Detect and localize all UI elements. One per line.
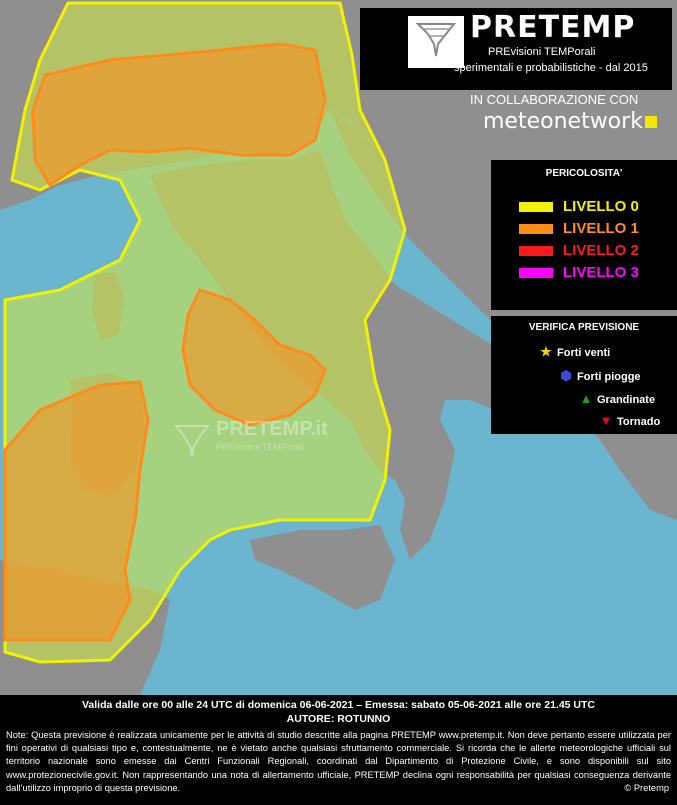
triangle-down-icon: ▼ [599, 413, 613, 428]
wind-label: Forti venti [557, 347, 611, 359]
brand-title: PRETEMP [470, 10, 636, 45]
validity-text: Valida dalle ore 00 alle 24 UTC di domen… [81, 699, 595, 711]
level-1-label: LIVELLO 1 [563, 220, 639, 237]
forecast-verification-legend: VERIFICA PREVISIONE ★ Forti venti ⬢ Forti … [491, 316, 677, 434]
verification-item-tornado: ▼ Tornado [599, 413, 661, 428]
watermark-tornado-icon [173, 425, 211, 457]
tornado-label: Tornado [617, 416, 661, 428]
verification-item-wind: ★ Forti venti [539, 344, 610, 360]
legend-title: PERICOLOSITA' [545, 168, 623, 179]
level-1-area-sardinia [3, 380, 150, 642]
rain-label: Forti piogge [577, 371, 641, 383]
collaboration-label: IN COLLABORAZIONE CON [470, 92, 639, 107]
level-1-swatch [519, 224, 553, 234]
brand-subtitle: PREvisioni TEMPorali [488, 46, 596, 58]
star-icon: ★ [540, 344, 552, 359]
partner-square-icon [644, 116, 657, 128]
copyright: © Pretemp [624, 783, 669, 793]
footer: Valida dalle ore 00 alle 24 UTC di domen… [0, 695, 677, 805]
legend-level-0: LIVELLO 0 [519, 198, 669, 215]
verification-item-hail: ▲ Grandinate [579, 391, 656, 406]
legend-level-1: LIVELLO 1 [519, 220, 669, 237]
hail-label: Grandinate [597, 394, 656, 406]
land-sicily [250, 525, 395, 610]
level-1-area-central [181, 288, 327, 427]
verification-item-rain: ⬢ Forti piogge [559, 368, 641, 384]
verification-title: VERIFICA PREVISIONE [528, 322, 640, 333]
level-3-swatch [519, 268, 553, 278]
level-3-label: LIVELLO 3 [563, 264, 639, 281]
risk-legend: PERICOLOSITA' LIVELLO 0 LIVELLO 1 LIVELL… [491, 160, 677, 310]
level-1-area-alps [31, 42, 327, 188]
partner-name: meteonetwork [483, 109, 643, 134]
brand-header: PRETEMP PREvisioni TEMPorali sperimental… [360, 8, 672, 90]
author-text: AUTORE: ROTUNNO [286, 713, 391, 725]
level-0-label: LIVELLO 0 [563, 198, 639, 215]
watermark: PRETEMP.it PREvisioni TEMPorali [172, 418, 352, 468]
legend-level-3: LIVELLO 3 [519, 264, 669, 281]
tornado-logo-icon [408, 16, 464, 68]
triangle-up-icon: ▲ [579, 391, 593, 406]
disclaimer-note: Note: Questa previsione è realizzata uni… [6, 730, 671, 793]
watermark-sub: PREvisioni TEMPorali [216, 442, 304, 452]
brand-tagline: sperimentali e probabilistiche - dal 201… [454, 62, 648, 74]
watermark-text: PRETEMP.it [216, 418, 328, 440]
hexagon-icon: ⬢ [560, 368, 572, 383]
level-0-swatch [519, 202, 553, 212]
partner-logo: meteonetwork [483, 109, 657, 134]
level-2-label: LIVELLO 2 [563, 242, 639, 259]
level-2-swatch [519, 246, 553, 256]
legend-level-2: LIVELLO 2 [519, 242, 669, 259]
